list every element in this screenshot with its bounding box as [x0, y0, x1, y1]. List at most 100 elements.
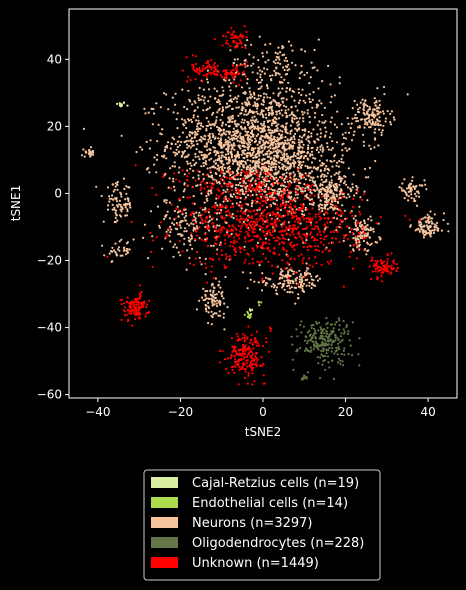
scatter-point [188, 196, 191, 199]
scatter-point [280, 223, 283, 226]
scatter-point [364, 225, 367, 228]
scatter-point [261, 52, 264, 55]
scatter-point [253, 358, 256, 361]
scatter-point [352, 248, 355, 251]
scatter-point [304, 189, 307, 192]
scatter-point [324, 134, 327, 137]
scatter-point [257, 344, 260, 347]
scatter-point [326, 336, 329, 339]
scatter-point [214, 296, 217, 299]
scatter-point [135, 310, 138, 313]
scatter-point [303, 150, 306, 154]
scatter-point [310, 349, 313, 352]
scatter-point [344, 147, 347, 150]
scatter-point [259, 127, 262, 130]
scatter-point [339, 180, 342, 183]
scatter-point [235, 240, 238, 243]
scatter-point [189, 167, 192, 170]
scatter-point [281, 283, 284, 286]
scatter-point [250, 205, 253, 208]
scatter-point [219, 74, 222, 77]
scatter-point [283, 152, 286, 155]
scatter-point [228, 85, 231, 88]
scatter-point [316, 124, 319, 127]
scatter-point [283, 230, 286, 233]
scatter-point [244, 108, 247, 112]
scatter-point [185, 230, 188, 233]
scatter-point [203, 138, 207, 141]
scatter-point [275, 67, 278, 70]
scatter-point [326, 159, 329, 162]
scatter-point [298, 99, 301, 102]
scatter-point [358, 205, 361, 208]
scatter-point [179, 226, 182, 229]
scatter-point [183, 243, 186, 246]
scatter-point [224, 123, 228, 126]
scatter-point [257, 81, 260, 84]
scatter-point [123, 302, 126, 305]
scatter-point [238, 181, 241, 184]
scatter-point [433, 213, 436, 216]
scatter-point [197, 174, 200, 177]
scatter-point [263, 136, 266, 139]
scatter-point [140, 290, 143, 294]
scatter-point [396, 266, 399, 270]
scatter-point [247, 122, 250, 125]
scatter-point [210, 323, 213, 326]
scatter-point [302, 289, 305, 292]
scatter-point [329, 338, 333, 341]
scatter-point [261, 128, 264, 131]
scatter-point [179, 254, 182, 257]
scatter-point [252, 225, 255, 228]
scatter-point [313, 66, 316, 69]
scatter-point [171, 136, 174, 139]
scatter-point [152, 239, 155, 242]
scatter-point [247, 136, 250, 139]
scatter-point [215, 194, 218, 197]
scatter-point [270, 107, 273, 110]
scatter-point [239, 215, 242, 218]
scatter-point [272, 183, 275, 187]
scatter-point [305, 184, 308, 187]
scatter-point [336, 217, 339, 220]
scatter-point [219, 231, 222, 234]
scatter-point [283, 78, 286, 81]
scatter-point [181, 131, 184, 134]
scatter-point [320, 192, 323, 196]
scatter-point [324, 226, 327, 229]
scatter-point [335, 226, 338, 229]
scatter-point [292, 141, 295, 144]
scatter-point [306, 217, 310, 220]
scatter-point [284, 127, 287, 130]
scatter-point [203, 187, 206, 190]
scatter-point [121, 208, 124, 211]
scatter-point [363, 118, 366, 121]
scatter-point [128, 312, 131, 315]
scatter-point [304, 50, 307, 53]
scatter-point [252, 92, 256, 95]
scatter-point [294, 187, 297, 190]
scatter-point [337, 345, 340, 348]
scatter-point [304, 208, 307, 211]
scatter-point [405, 192, 408, 195]
scatter-point [297, 120, 300, 123]
scatter-point [260, 189, 263, 193]
scatter-point [368, 144, 371, 147]
scatter-point [351, 214, 354, 217]
scatter-point [347, 352, 350, 356]
scatter-point [277, 123, 280, 126]
scatter-point [193, 215, 196, 218]
scatter-point [176, 145, 179, 149]
scatter-point [326, 226, 329, 229]
scatter-point [352, 244, 355, 247]
scatter-point [225, 170, 228, 173]
scatter-point [265, 282, 269, 285]
scatter-point [340, 189, 343, 192]
scatter-point [342, 239, 345, 243]
scatter-point [270, 134, 273, 137]
scatter-point [383, 269, 386, 272]
scatter-point [263, 164, 266, 167]
scatter-point [262, 182, 265, 185]
scatter-point [213, 179, 216, 182]
